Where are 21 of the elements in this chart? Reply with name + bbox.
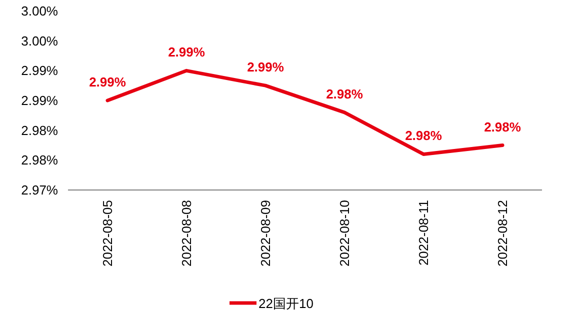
x-tick-label: 2022-08-09 <box>258 200 273 266</box>
y-tick-label: 2.98% <box>21 122 58 138</box>
y-tick-label: 3.00% <box>21 4 58 18</box>
legend: 22国开10 <box>230 296 314 311</box>
data-label: 2.98% <box>484 119 522 134</box>
y-tick-label: 3.00% <box>21 33 58 48</box>
data-label: 2.98% <box>405 128 442 144</box>
x-tick-label: 2022-08-10 <box>337 200 352 266</box>
data-label: 2.99% <box>168 44 206 60</box>
data-label: 2.99% <box>89 74 126 90</box>
x-tick-label: 2022-08-11 <box>416 200 431 266</box>
data-label: 2.99% <box>247 60 284 75</box>
y-tick-label: 2.99% <box>21 63 58 78</box>
y-tick-label: 2.98% <box>21 152 58 168</box>
y-tick-label: 2.97% <box>21 182 58 198</box>
y-tick-label: 2.99% <box>21 93 58 108</box>
data-label: 2.98% <box>326 86 364 102</box>
x-tick-label: 2022-08-08 <box>179 200 194 266</box>
x-tick-label: 2022-08-12 <box>495 200 510 266</box>
x-tick-label: 2022-08-05 <box>100 200 115 266</box>
legend-label: 22国开10 <box>258 296 314 311</box>
